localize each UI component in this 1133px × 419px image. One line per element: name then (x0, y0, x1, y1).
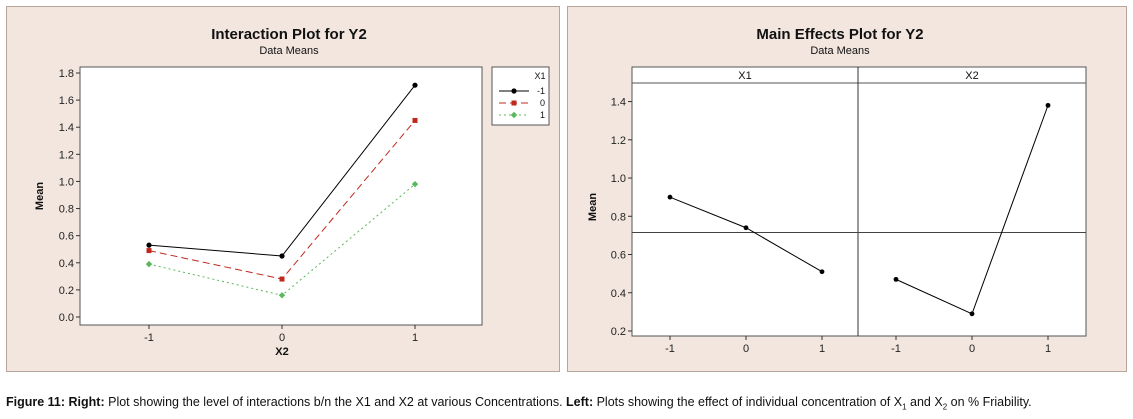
y-axis-label: Mean (34, 182, 46, 210)
data-point (279, 276, 285, 282)
y-tick-label: 1.0 (611, 173, 626, 185)
chart-title: Interaction Plot for Y2 (211, 26, 367, 43)
legend-label: -1 (537, 86, 545, 96)
main-effects-plot-panel: Main Effects Plot for Y2 Data Means 0.2 0.4… (567, 6, 1127, 372)
facet-X1: X1 -1 0 1 (665, 70, 825, 355)
data-point (1045, 102, 1051, 108)
legend-marker (511, 100, 517, 106)
legend-label: 1 (540, 110, 545, 120)
data-point (743, 225, 749, 231)
data-point (412, 117, 418, 123)
data-point (667, 194, 673, 200)
data-point (819, 269, 825, 275)
chart-subtitle: Data Means (259, 45, 319, 57)
chart-subtitle: Data Means (810, 45, 870, 57)
main-effects-plot: Main Effects Plot for Y2 Data Means 0.2 0.4… (587, 26, 1087, 355)
data-point (411, 180, 419, 188)
interaction-plot-panel: Interaction Plot for Y2 Data Means 0.0 0.2 0… (6, 6, 560, 372)
series-0 (146, 117, 418, 282)
legend-title: X1 (534, 71, 545, 81)
y-tick-label: 1.8 (59, 68, 74, 80)
interaction-plot: Interaction Plot for Y2 Data Means 0.0 0.2 0… (34, 26, 550, 358)
y-tick-label: 0.0 (59, 312, 74, 324)
x-tick-label: 1 (1045, 343, 1051, 355)
legend: X1 -1 0 1 (491, 66, 550, 126)
legend-marker (510, 111, 518, 119)
y-tick-label: 0.6 (59, 231, 74, 243)
caption-left-text-2: and X (906, 395, 943, 409)
x-tick-label: -1 (144, 332, 154, 344)
x-tick-label: -1 (891, 343, 901, 355)
plot-area (79, 66, 483, 326)
facet-label: X1 (738, 70, 751, 82)
y-tick-label: 1.4 (611, 97, 626, 109)
x-tick-label: -1 (665, 343, 675, 355)
x-axis-label: X2 (275, 346, 288, 358)
data-point (969, 311, 975, 317)
y-tick-label: 0.6 (611, 250, 626, 262)
y-tick-label: 0.8 (611, 211, 626, 223)
y-tick-label: 0.2 (59, 285, 74, 297)
caption-left-label: Left: (566, 395, 594, 409)
figure-caption: Figure 11: Right: Plot showing the level… (6, 395, 1131, 412)
caption-left-text-3: on % Friability. (947, 395, 1032, 409)
legend-label: 0 (540, 98, 545, 108)
y-tick-label: 0.2 (611, 326, 626, 338)
caption-right-text: Plot showing the level of interactions b… (104, 395, 567, 409)
plot-area (631, 66, 1087, 337)
data-point (146, 242, 152, 248)
caption-sub-1: 1 (902, 402, 907, 412)
data-point (145, 260, 153, 268)
x-tick-label: 1 (412, 332, 418, 344)
y-axis-label: Mean (587, 193, 599, 221)
data-point (146, 248, 152, 254)
caption-left-text-1: Plots showing the effect of individual c… (593, 395, 903, 409)
y-tick-label: 1.6 (59, 95, 74, 107)
data-point (278, 292, 286, 299)
chart-title: Main Effects Plot for Y2 (756, 26, 923, 43)
y-tick-label: 0.4 (611, 288, 626, 300)
x-tick-label: 0 (279, 332, 285, 344)
facet-X2: X2 -1 0 1 (891, 70, 1051, 355)
series-1 (145, 180, 419, 299)
x-tick-label: 1 (819, 343, 825, 355)
caption-figure-label: Figure 11: (6, 395, 66, 409)
series--1 (146, 82, 418, 259)
data-point (893, 276, 899, 282)
legend-marker (511, 88, 517, 94)
y-tick-label: 0.4 (59, 258, 74, 270)
y-tick-label: 1.2 (59, 149, 74, 161)
y-tick-label: 0.8 (59, 204, 74, 216)
data-point (412, 82, 418, 88)
data-point (279, 253, 285, 259)
y-tick-label: 1.4 (59, 122, 74, 134)
facet-label: X2 (965, 70, 978, 82)
caption-right-label: Right: (68, 395, 105, 409)
y-tick-label: 1.2 (611, 135, 626, 147)
y-tick-label: 1.0 (59, 176, 74, 188)
x-tick-label: 0 (969, 343, 975, 355)
caption-sub-2: 2 (942, 402, 948, 412)
x-tick-label: 0 (743, 343, 749, 355)
